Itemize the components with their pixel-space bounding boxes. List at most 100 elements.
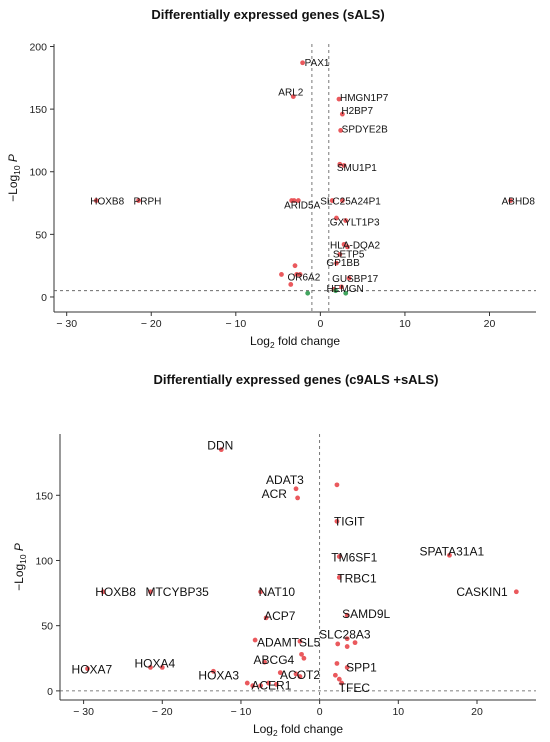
point-acer1 bbox=[273, 681, 279, 687]
data-point bbox=[305, 290, 311, 296]
point-slc28a3 bbox=[344, 636, 350, 642]
y-tick-label: 50 bbox=[35, 229, 47, 241]
point-acp7 bbox=[263, 615, 269, 621]
data-point bbox=[258, 683, 264, 689]
data-point bbox=[345, 244, 350, 250]
gene-label: HOXB8 bbox=[95, 585, 136, 599]
data-point bbox=[352, 640, 358, 646]
x-tick-label: 20 bbox=[471, 706, 483, 718]
gene-label: HOXA7 bbox=[72, 663, 113, 677]
volcano-plot-c9als-sals: Differentially expressed genes (c9ALS +s… bbox=[0, 360, 550, 738]
gene-label: GP1BB bbox=[326, 258, 360, 269]
gene-label: TFEC bbox=[339, 681, 371, 695]
y-axis-label-part: P bbox=[6, 154, 20, 165]
point-abcg4 bbox=[262, 659, 267, 665]
point-adat3 bbox=[293, 486, 299, 492]
gene-label: SMU1P1 bbox=[337, 163, 377, 174]
y-tick-label: 100 bbox=[35, 555, 53, 567]
point-setp5 bbox=[337, 251, 343, 257]
gene-label: TM6SF1 bbox=[331, 551, 377, 565]
data-point bbox=[339, 198, 345, 203]
point-acot2 bbox=[293, 671, 299, 677]
gene-label: HLA-DQA2 bbox=[330, 240, 380, 251]
gene-label: CASKIN1 bbox=[456, 585, 508, 599]
data-point bbox=[299, 651, 304, 657]
gene-label: H2BP7 bbox=[341, 106, 373, 117]
x-axis-label-part: 2 bbox=[270, 340, 275, 350]
y-axis-label: −Log10 P bbox=[6, 154, 22, 202]
point-h2bp7 bbox=[339, 111, 345, 117]
gene-label: ABCG4 bbox=[254, 653, 295, 667]
gene-label: HEMGN bbox=[327, 284, 364, 295]
gene-label: SLC25A24P1 bbox=[320, 197, 381, 208]
y-tick-label: 0 bbox=[47, 686, 53, 698]
point-gxylt1p3 bbox=[343, 218, 349, 223]
point-or6a2 bbox=[279, 272, 284, 277]
x-axis-label: Log2 fold change bbox=[250, 334, 340, 350]
point-nat10 bbox=[258, 589, 264, 595]
data-point bbox=[266, 680, 271, 686]
gene-label: ACR bbox=[262, 487, 288, 501]
data-point bbox=[332, 672, 338, 678]
data-point bbox=[343, 290, 349, 296]
y-axis-label-part: P bbox=[12, 543, 26, 554]
y-tick-label: 100 bbox=[29, 167, 47, 179]
point-adamtsl5 bbox=[297, 638, 303, 644]
y-axis-label-part: −Log bbox=[6, 175, 20, 202]
y-axis-label: −Log10 P bbox=[12, 543, 28, 591]
point-hla-dqa2 bbox=[341, 241, 347, 247]
point-hoxa4 bbox=[148, 665, 153, 670]
data-point bbox=[297, 674, 303, 679]
chart-svg: Differentially expressed genes (sALS) − 3… bbox=[6, 7, 536, 350]
x-axis-label-part: fold change bbox=[275, 334, 341, 348]
gene-label: DDN bbox=[207, 439, 233, 453]
chart-title: Differentially expressed genes (c9ALS +s… bbox=[153, 372, 438, 387]
point-tigit bbox=[334, 518, 340, 524]
x-tick-label: − 10 bbox=[231, 706, 252, 718]
point-tfec bbox=[339, 680, 345, 686]
data-point bbox=[334, 215, 339, 221]
gene-label: PAX1 bbox=[305, 58, 330, 69]
gene-label: ABHD8 bbox=[502, 197, 536, 208]
gene-label: HMGN1P7 bbox=[340, 93, 389, 104]
data-point bbox=[336, 676, 342, 682]
x-tick-label: 10 bbox=[392, 706, 404, 718]
point-smu1p1 bbox=[337, 161, 343, 167]
point-acr bbox=[295, 495, 301, 501]
data-point bbox=[288, 282, 294, 287]
chart-title: Differentially expressed genes (sALS) bbox=[151, 7, 384, 22]
x-axis-label-part: fold change bbox=[278, 722, 344, 736]
data-point bbox=[244, 680, 250, 686]
gene-label: ACP7 bbox=[264, 609, 296, 623]
point-gusbp17 bbox=[346, 275, 352, 281]
data-point bbox=[344, 644, 350, 649]
point-samd9l bbox=[344, 612, 350, 618]
data-point bbox=[334, 482, 340, 488]
point-hemgn bbox=[339, 284, 344, 290]
gene-label: ACER1 bbox=[251, 678, 291, 692]
point-spdye2b bbox=[338, 128, 344, 133]
point-hoxb8 bbox=[100, 589, 106, 595]
gene-label: ARL2 bbox=[278, 88, 303, 99]
x-axis-label-part: Log bbox=[250, 334, 270, 348]
gene-label: SPP1 bbox=[346, 660, 377, 674]
gene-label: OR6A2 bbox=[287, 272, 320, 283]
gene-label: ADAT3 bbox=[266, 473, 304, 487]
volcano-plot-sals: Differentially expressed genes (sALS) − 3… bbox=[0, 0, 550, 360]
gene-label: PRPH bbox=[134, 197, 162, 208]
gene-label: ADAMTSL5 bbox=[257, 635, 321, 649]
data-point bbox=[333, 288, 338, 294]
data-point bbox=[250, 683, 256, 689]
x-tick-label: − 30 bbox=[56, 318, 77, 330]
gene-label: HOXB8 bbox=[90, 197, 124, 208]
data-point bbox=[335, 641, 341, 647]
x-tick-label: 0 bbox=[317, 318, 323, 330]
point-trbc1 bbox=[336, 575, 342, 580]
data-point bbox=[159, 665, 165, 670]
y-tick-label: 150 bbox=[29, 104, 47, 116]
chart-svg: Differentially expressed genes (c9ALS +s… bbox=[12, 372, 536, 738]
y-tick-label: 150 bbox=[35, 490, 53, 502]
point-spata31a1 bbox=[447, 552, 452, 558]
point-hoxb8 bbox=[93, 198, 99, 203]
point-abhd8 bbox=[508, 198, 514, 203]
